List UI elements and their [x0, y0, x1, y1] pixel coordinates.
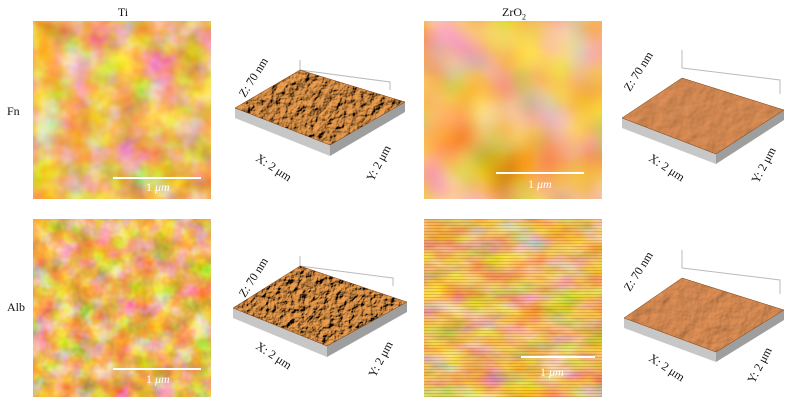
axis-label-z: Z: 70 nm: [621, 48, 657, 93]
afm-image-ti-alb: 1 μm: [33, 219, 211, 397]
column-header-ti: Ti: [93, 5, 153, 19]
axis-label-z: Z: 70 nm: [621, 248, 657, 293]
column-header-zro2-subscript: 2: [522, 12, 526, 22]
axis-label-y: Y: 2 μm: [365, 338, 396, 379]
afm-3d-zro2-alb: Z: 70 nm X: 2 μm Y: 2 μm: [612, 218, 792, 398]
axis-label-x: X: 2 μm: [253, 151, 295, 185]
scale-bar-label: 1 μm: [540, 365, 564, 379]
axis-label-y: Y: 2 μm: [748, 144, 779, 185]
axis-label-x: X: 2 μm: [646, 151, 688, 185]
axis-label-x: X: 2 μm: [253, 339, 295, 373]
scale-bar-line: [113, 368, 201, 370]
row-label-fn: Fn: [7, 104, 20, 118]
afm-image-zro2-fn: 1 μm: [424, 21, 602, 199]
column-header-zro2: ZrO2: [484, 5, 544, 24]
row-label-alb: Alb: [7, 300, 25, 314]
column-header-zro2-text: ZrO: [502, 5, 522, 19]
scale-bar-label: 1 μm: [528, 177, 552, 191]
afm-3d-ti-alb: Z: 70 nm X: 2 μm Y: 2 μm: [225, 218, 415, 398]
afm-3d-zro2-fn: Z: 70 nm X: 2 μm Y: 2 μm: [612, 20, 792, 200]
axis-label-y: Y: 2 μm: [363, 142, 394, 183]
scale-bar-line: [113, 177, 201, 179]
scale-bar-label: 1 μm: [146, 372, 170, 386]
axis-label-x: X: 2 μm: [646, 351, 688, 385]
column-header-ti-text: Ti: [117, 5, 129, 19]
axis-label-y: Y: 2 μm: [744, 344, 775, 385]
afm-3d-ti-fn: Z: 70 nm X: 2 μm Y: 2 μm: [225, 20, 415, 200]
afm-image-ti-fn: 1 μm: [33, 21, 211, 199]
scale-bar-line: [521, 356, 595, 358]
afm-image-zro2-alb: 1 μm: [424, 219, 602, 397]
scale-bar-line: [496, 172, 584, 174]
scale-bar-label: 1 μm: [146, 180, 170, 194]
